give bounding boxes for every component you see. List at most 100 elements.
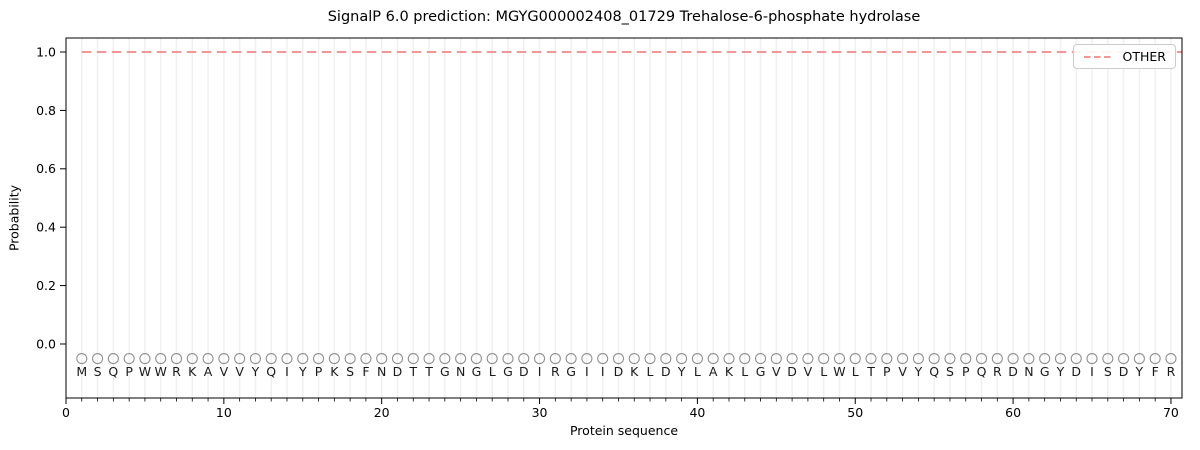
residue-letter: W <box>833 364 845 379</box>
residue-letter: Q <box>977 364 987 379</box>
residue-marker <box>376 353 388 365</box>
residue-letter: T <box>408 364 417 379</box>
x-axis-label: Protein sequence <box>569 423 679 438</box>
residue-letter: Y <box>298 364 307 379</box>
residue-letter: Y <box>1135 364 1144 379</box>
residue-letter: W <box>155 364 167 379</box>
residue-marker <box>139 353 151 365</box>
residue-marker <box>502 353 514 365</box>
residue-letter: K <box>630 364 639 379</box>
residue-marker <box>960 353 972 365</box>
residue-letter: P <box>125 364 133 379</box>
x-tick-label: 0 <box>62 405 70 420</box>
residue-marker <box>423 353 435 365</box>
residue-marker <box>754 353 767 365</box>
residue-marker <box>723 353 735 365</box>
y-tick-label: 1.0 <box>36 44 56 59</box>
residue-marker <box>486 353 498 365</box>
residue-letter: W <box>139 364 151 379</box>
residue-letter: G <box>1040 364 1050 379</box>
residue-marker <box>1102 353 1114 365</box>
x-axis-ticks: 0 10 20 30 40 50 60 70 <box>62 398 1179 420</box>
residue-marker <box>897 353 909 365</box>
residue-letter: I <box>601 364 605 379</box>
residue-marker <box>265 353 277 365</box>
residue-marker <box>1086 353 1098 365</box>
residue-marker <box>1054 353 1067 365</box>
residue-marker <box>739 353 751 365</box>
residue-marker <box>770 353 782 365</box>
residue-letter: I <box>585 364 589 379</box>
y-tick-label: 0.6 <box>36 161 56 176</box>
residue-letter: S <box>94 364 102 379</box>
x-tick-label: 20 <box>374 405 390 420</box>
residue-marker <box>691 353 703 365</box>
residue-marker <box>1070 353 1082 365</box>
residue-marker <box>297 353 309 365</box>
residue-letter: P <box>883 364 891 379</box>
residue-letter: G <box>472 364 482 379</box>
residue-letter: N <box>1024 364 1033 379</box>
residue-letter: V <box>772 364 781 379</box>
residue-marker <box>549 353 561 365</box>
legend-label: OTHER <box>1122 49 1166 64</box>
gridlines <box>81 38 1172 398</box>
legend: OTHER <box>1072 44 1176 69</box>
residue-marker <box>644 353 656 365</box>
residue-letter: F <box>362 364 369 379</box>
x-tick-label: 70 <box>1163 405 1179 420</box>
residue-marker <box>818 353 830 365</box>
residue-letter: Y <box>677 364 686 379</box>
residue-letter: D <box>661 364 671 379</box>
y-tick-label: 0.2 <box>36 278 56 293</box>
residue-letter: S <box>1104 364 1112 379</box>
residue-marker <box>470 353 482 365</box>
residue-marker <box>975 353 988 365</box>
residue-letter: L <box>489 364 496 379</box>
residue-marker <box>439 353 451 365</box>
residue-letter: G <box>756 364 766 379</box>
residue-letter: I <box>285 364 289 379</box>
x-tick-label: 40 <box>689 405 705 420</box>
residue-marker <box>1165 353 1177 365</box>
residue-marker <box>1133 353 1145 365</box>
residue-letter: R <box>1167 364 1176 379</box>
residue-letter: I <box>538 364 542 379</box>
residue-letter: L <box>694 364 701 379</box>
residue-letter: Q <box>929 364 939 379</box>
residue-letter: S <box>346 364 354 379</box>
y-tick-label: 0.8 <box>36 103 56 118</box>
residue-letter: N <box>456 364 465 379</box>
x-tick-label: 10 <box>216 405 232 420</box>
residue-marker <box>849 353 861 365</box>
residue-marker <box>328 353 340 365</box>
residue-marker <box>360 353 372 365</box>
residue-marker <box>234 353 246 365</box>
residue-marker <box>170 353 183 365</box>
residue-letter: Y <box>914 364 923 379</box>
residue-marker <box>833 353 846 365</box>
residue-letter: Y <box>1056 364 1065 379</box>
residue-letter: A <box>204 364 213 379</box>
residue-letter: I <box>1090 364 1094 379</box>
residue-marker <box>202 353 214 365</box>
residue-marker <box>281 353 293 365</box>
residue-letter: V <box>804 364 813 379</box>
residue-letter: R <box>993 364 1002 379</box>
y-tick-label: 0.4 <box>36 220 56 235</box>
residue-marker <box>928 353 940 365</box>
residue-markers <box>76 353 1177 365</box>
legend-dash-icon <box>1083 55 1114 58</box>
residue-marker <box>1023 353 1035 365</box>
y-tick-label: 0.0 <box>36 336 56 351</box>
x-tick-label: 30 <box>532 405 548 420</box>
residue-letter: L <box>820 364 827 379</box>
residue-marker <box>344 353 356 365</box>
residue-letter: D <box>787 364 797 379</box>
residue-marker <box>628 353 640 365</box>
residue-letter: N <box>377 364 386 379</box>
residue-marker <box>991 353 1003 365</box>
residue-marker <box>707 353 719 365</box>
